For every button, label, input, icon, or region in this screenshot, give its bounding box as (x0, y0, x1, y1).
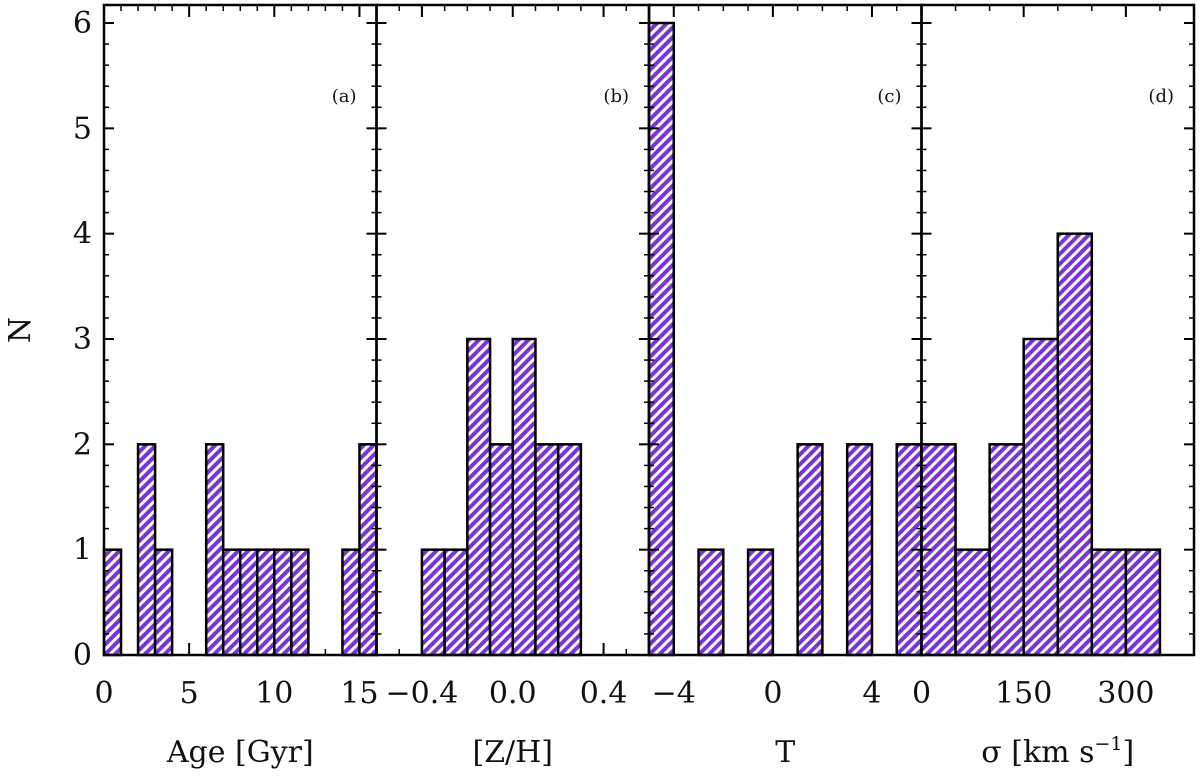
x-tick-label: 4 (862, 676, 881, 711)
y-axis-label: N (3, 317, 38, 343)
y-tick-label: 5 (73, 111, 92, 146)
histogram-bar (845, 443, 874, 657)
histogram-bar (221, 548, 242, 657)
x-tick-label: 5 (180, 676, 199, 711)
panel-tag: (c) (877, 86, 901, 107)
histogram-bar (466, 337, 492, 657)
histogram-bar (443, 548, 469, 657)
y-tick-label: 1 (73, 533, 92, 568)
histogram-bar (556, 443, 583, 657)
histogram-bar (746, 548, 775, 657)
histogram-bar (153, 548, 174, 657)
y-tick-label: 3 (73, 322, 92, 357)
x-tick-label: 0.4 (580, 676, 628, 711)
panel-d: 0 150 300 (d) σ [km s−1] (912, 3, 1196, 770)
x-tick-label: 15 (340, 676, 378, 711)
x-axis-label: Age [Gyr] (166, 735, 314, 770)
histogram-bar (204, 443, 225, 657)
panel-c: −4 0 4 (c) T (647, 3, 923, 770)
x-tick-label: 10 (255, 676, 293, 711)
histogram-bar (341, 548, 361, 657)
panel-tag: (d) (1148, 86, 1174, 107)
x-tick-label: 0 (763, 676, 782, 711)
histogram-bar (102, 548, 123, 657)
panel-tag: (a) (332, 86, 357, 107)
histogram-bar (796, 443, 824, 657)
x-tick-label: 0 (94, 676, 113, 711)
x-tick-label: −4 (652, 676, 696, 711)
panel-frame (920, 3, 1196, 657)
panel-tag: (b) (603, 86, 629, 107)
histogram-bar (954, 548, 991, 657)
y-tick-label: 6 (73, 6, 92, 41)
x-tick-label: −0.4 (385, 676, 458, 711)
histogram-bar (1056, 232, 1094, 657)
histogram-bar (1022, 337, 1059, 657)
x-axis-label: T (775, 735, 795, 770)
x-axis-label: σ [km s−1] (981, 733, 1134, 770)
x-tick-label: 0.0 (489, 676, 537, 711)
y-tick-label: 0 (73, 638, 92, 673)
x-tick-label: 150 (995, 676, 1052, 711)
histogram-bar (239, 548, 259, 657)
histogram-bar (988, 443, 1025, 657)
histogram-bar (1124, 548, 1162, 657)
y-tick-label: 2 (73, 427, 92, 462)
histogram-bar (511, 337, 537, 657)
histogram-bar (420, 548, 446, 657)
histogram-bar (697, 548, 725, 657)
x-axis-label: [Z/H] (472, 735, 553, 770)
histogram-bar (534, 443, 560, 657)
histogram-bar (290, 548, 310, 657)
histogram-bar (273, 548, 293, 657)
histogram-bar (1090, 548, 1128, 657)
x-tick-label: 0 (912, 676, 931, 711)
histogram-bar (136, 443, 157, 657)
panel-a: 0 5 10 15 (a) Age [Gyr] (94, 3, 379, 770)
histogram-bar (488, 443, 514, 657)
histogram-bar (256, 548, 276, 657)
panel-b: −0.4 0.0 0.4 (b) [Z/H] (375, 3, 651, 770)
y-tick-label: 4 (73, 217, 92, 252)
x-tick-label: 300 (1097, 676, 1154, 711)
